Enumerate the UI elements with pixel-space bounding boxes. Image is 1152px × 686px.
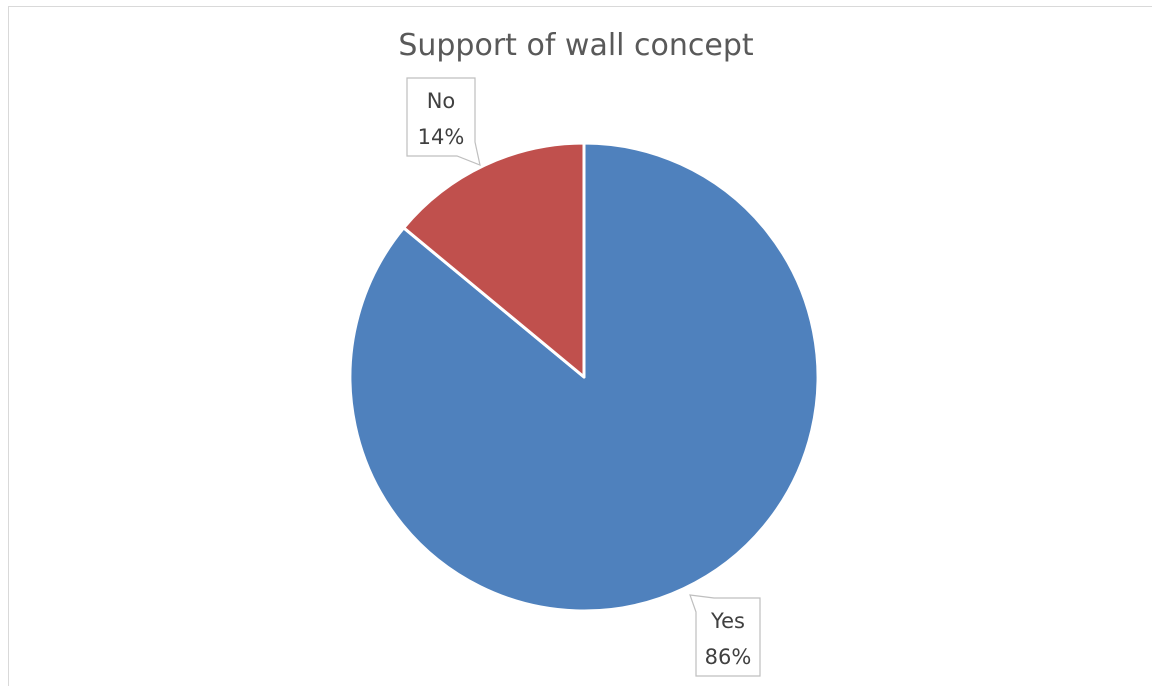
- callout-box: [406, 77, 481, 166]
- callout-box: [689, 594, 761, 677]
- percent-label: 14%: [418, 125, 465, 149]
- data-label-yes: Yes 86%: [689, 594, 761, 677]
- chart-area: [8, 6, 1152, 686]
- category-label: Yes: [710, 609, 745, 633]
- percent-label: 86%: [705, 645, 752, 669]
- data-label-no: No 14%: [406, 77, 481, 166]
- pie-callouts: Yes 86% No 14%: [406, 77, 761, 677]
- pie-slice-no: [402, 141, 586, 379]
- chart-title: Support of wall concept: [398, 28, 754, 63]
- pie-slices: [348, 141, 820, 613]
- category-label: No: [427, 89, 456, 113]
